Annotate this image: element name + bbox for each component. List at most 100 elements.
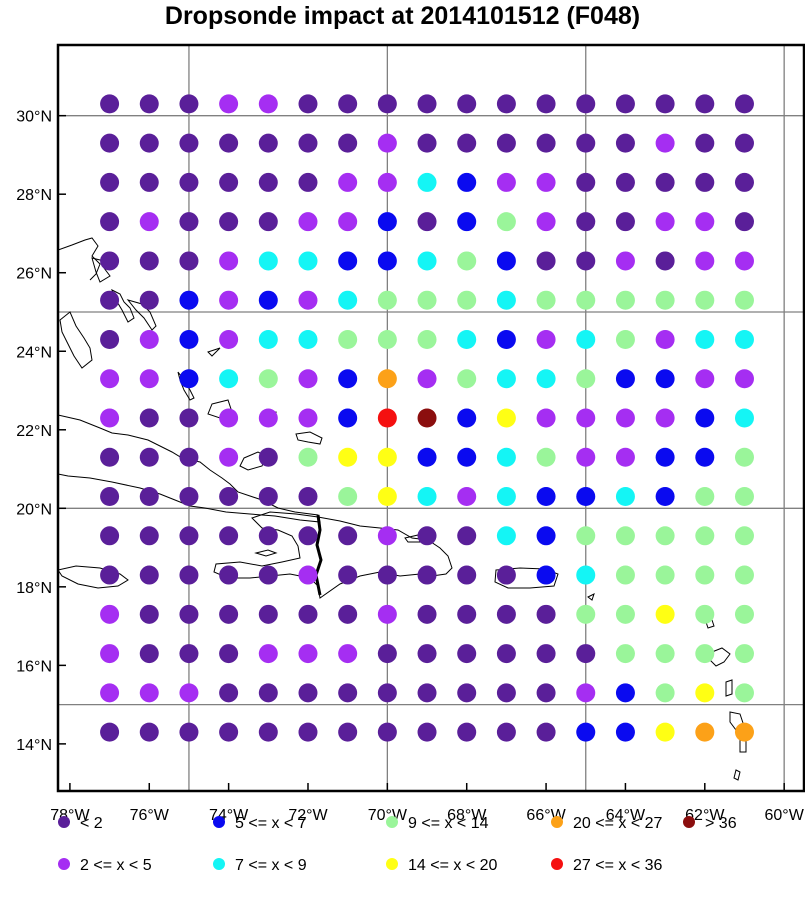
impact-point — [695, 408, 715, 428]
impact-point — [417, 683, 437, 703]
legend-label: 27 <= x < 36 — [573, 857, 663, 874]
impact-point — [695, 94, 715, 114]
impact-point — [298, 251, 318, 271]
impact-point — [417, 408, 437, 428]
impact-point — [417, 369, 437, 389]
impact-point — [179, 722, 199, 742]
impact-point — [695, 722, 715, 742]
legend-item: 5 <= x < 7 — [213, 815, 307, 832]
impact-point — [655, 329, 675, 349]
impact-point — [179, 133, 199, 153]
impact-point — [457, 212, 477, 232]
impact-point — [615, 487, 635, 507]
impact-point — [457, 683, 477, 703]
impact-point — [457, 565, 477, 585]
impact-point — [496, 251, 516, 271]
impact-point — [496, 212, 516, 232]
impact-point — [258, 722, 278, 742]
impact-point — [615, 526, 635, 546]
legend-label: < 2 — [80, 815, 103, 832]
impact-point — [734, 644, 754, 664]
impact-point — [536, 683, 556, 703]
impact-point — [417, 644, 437, 664]
impact-point — [179, 526, 199, 546]
impact-point — [417, 329, 437, 349]
impact-point — [655, 644, 675, 664]
impact-point — [417, 722, 437, 742]
border-haiti-dominican-republic — [314, 514, 323, 596]
impact-point — [695, 369, 715, 389]
impact-point — [338, 683, 358, 703]
impact-point — [139, 369, 159, 389]
impact-point — [100, 251, 120, 271]
impact-point — [139, 408, 159, 428]
x-tick-label: 60°W — [765, 807, 805, 824]
legend-item: 27 <= x < 36 — [551, 857, 663, 874]
impact-point — [536, 487, 556, 507]
impact-point — [536, 290, 556, 310]
y-tick-label: 16°N — [16, 658, 52, 675]
impact-point — [496, 94, 516, 114]
impact-point — [695, 604, 715, 624]
impact-point — [139, 722, 159, 742]
x-tick-label: 76°W — [130, 807, 170, 824]
coastline-jamaica — [58, 565, 129, 589]
impact-point — [377, 487, 397, 507]
plot-frame — [56, 43, 805, 793]
impact-point — [298, 565, 318, 585]
coastline-cuba — [58, 414, 321, 523]
impact-point — [338, 447, 358, 467]
impact-point — [100, 683, 120, 703]
legend-label: 14 <= x < 20 — [408, 857, 498, 874]
impact-point — [615, 369, 635, 389]
impact-point — [576, 565, 596, 585]
impact-point — [457, 329, 477, 349]
impact-point — [258, 212, 278, 232]
impact-point — [179, 408, 199, 428]
impact-point — [536, 565, 556, 585]
impact-point — [576, 722, 596, 742]
impact-point — [576, 94, 596, 114]
impact-point — [457, 172, 477, 192]
y-tick-label: 18°N — [16, 580, 52, 597]
coastline-caicos — [295, 431, 323, 445]
coastline-virgin-islands — [587, 593, 595, 601]
impact-point — [298, 133, 318, 153]
impact-point — [417, 447, 437, 467]
impact-point — [457, 408, 477, 428]
impact-point — [417, 526, 437, 546]
y-tick-label: 26°N — [16, 266, 52, 283]
impact-point — [457, 290, 477, 310]
impact-point — [338, 172, 358, 192]
impact-point — [576, 172, 596, 192]
legend-item: > 36 — [683, 815, 737, 832]
impact-point — [536, 251, 556, 271]
impact-point — [298, 212, 318, 232]
impact-point — [258, 251, 278, 271]
impact-point — [655, 604, 675, 624]
impact-point — [576, 212, 596, 232]
impact-point — [417, 133, 437, 153]
x-tick-label: 68°W — [447, 807, 487, 824]
impact-point — [179, 565, 199, 585]
impact-point — [377, 722, 397, 742]
impact-point — [258, 133, 278, 153]
x-tick-label: 70°W — [368, 807, 408, 824]
coastline-gonave — [254, 549, 278, 557]
impact-point — [536, 133, 556, 153]
impact-point — [298, 369, 318, 389]
legend-item: 9 <= x < 14 — [386, 815, 489, 832]
impact-point — [695, 212, 715, 232]
impact-point — [496, 447, 516, 467]
impact-point — [576, 683, 596, 703]
impact-point — [219, 329, 239, 349]
legend-label: 5 <= x < 7 — [235, 815, 307, 832]
coastlines — [58, 237, 747, 781]
coastline-puerto-rico — [494, 567, 559, 589]
impact-point — [695, 644, 715, 664]
impact-point — [576, 644, 596, 664]
impact-point — [100, 722, 120, 742]
impact-point — [615, 133, 635, 153]
impact-point — [536, 369, 556, 389]
impact-point — [338, 369, 358, 389]
